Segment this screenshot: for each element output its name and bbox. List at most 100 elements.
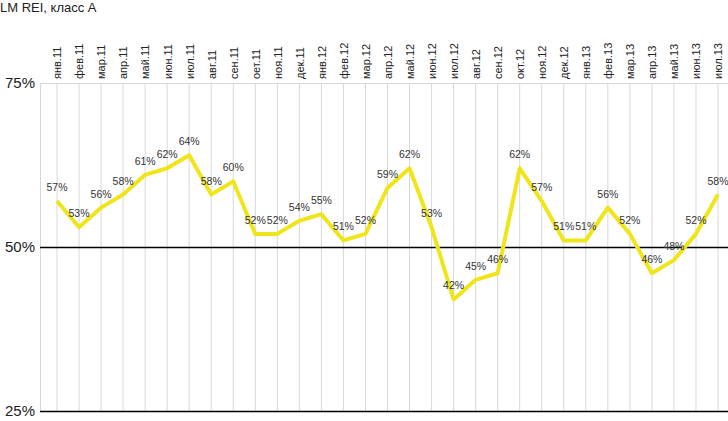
y-tick: 25% <box>5 402 728 419</box>
y-tick-label: 75% <box>5 74 35 91</box>
x-axis: янв.11 фев.11 мар.11 апр.11 май.11 июн.11 июл.… <box>51 43 724 80</box>
data-label: 57% <box>46 181 67 193</box>
x-tick: фев.12 <box>338 43 350 79</box>
grid-line <box>40 83 728 84</box>
grid-line <box>40 411 728 413</box>
x-tick-label: сен.11 <box>228 47 240 79</box>
data-label: 45% <box>465 260 486 272</box>
y-tick-label: 50% <box>5 238 35 255</box>
x-tick: мар.11 <box>95 45 107 79</box>
data-label: 64% <box>179 135 200 147</box>
data-label: 56% <box>597 188 618 200</box>
data-label: 58% <box>113 175 134 187</box>
data-label: 62% <box>399 148 420 160</box>
y-axis: 25% 50% 75% <box>5 74 728 419</box>
data-label: 51% <box>333 220 354 232</box>
x-tick-label: июн.11 <box>162 44 174 79</box>
x-tick-label: янв.12 <box>316 46 328 79</box>
x-tick-label: ноя.11 <box>272 46 284 79</box>
data-label: 57% <box>531 181 552 193</box>
x-tick: окт.12 <box>514 49 526 79</box>
data-label: 53% <box>69 207 90 219</box>
x-tick-label: апр.11 <box>117 46 129 79</box>
x-tick-label: фев.13 <box>602 43 614 79</box>
data-label: 52% <box>267 214 288 226</box>
x-tick-label: май.12 <box>404 44 416 79</box>
data-label: 58% <box>707 175 728 187</box>
x-tick: мар.13 <box>624 44 636 79</box>
x-tick-label: авг.11 <box>206 50 218 79</box>
x-tick: июл.11 <box>184 44 196 79</box>
x-tick: май.12 <box>404 44 416 79</box>
x-tick: июл.13 <box>712 43 724 79</box>
x-tick: ноя.11 <box>272 46 284 79</box>
data-label: 42% <box>443 279 464 291</box>
data-label: 52% <box>245 214 266 226</box>
data-label: 62% <box>509 148 530 160</box>
x-tick-label: июн.12 <box>426 43 438 79</box>
data-label: 46% <box>641 253 662 265</box>
x-tick-label: апр.13 <box>646 46 658 79</box>
x-tick: май.13 <box>668 44 680 79</box>
data-label: 52% <box>685 214 706 226</box>
x-tick-label: июн.13 <box>690 43 702 79</box>
x-tick-label: мар.12 <box>360 44 372 79</box>
title: LM REI, класс А <box>0 0 97 15</box>
data-label: 51% <box>575 220 596 232</box>
data-label: 59% <box>377 168 398 180</box>
data-label: 62% <box>157 148 178 160</box>
x-tick: янв.13 <box>580 46 592 79</box>
x-tick-label: оет.11 <box>250 49 262 79</box>
x-tick-label: июл.11 <box>184 44 196 79</box>
x-tick-label: апр.12 <box>382 46 394 79</box>
x-tick: апр.11 <box>117 46 129 79</box>
x-tick-label: мар.11 <box>95 45 107 79</box>
x-tick-label: май.11 <box>139 45 151 79</box>
x-tick-label: июл.12 <box>448 43 460 79</box>
data-label: 46% <box>487 253 508 265</box>
data-label: 54% <box>289 201 310 213</box>
data-labels: 57%53%56%58%61%62%64%58%60%52%52%54%55%5… <box>46 135 728 291</box>
x-tick-label: ноя.12 <box>536 46 548 79</box>
x-tick: оет.11 <box>250 49 262 79</box>
x-tick-label: янв.13 <box>580 46 592 79</box>
line <box>57 155 718 299</box>
x-tick: авг.11 <box>206 50 218 79</box>
x-tick: сен.12 <box>492 46 504 79</box>
x-tick: янв.12 <box>316 46 328 79</box>
data-label: 52% <box>619 214 640 226</box>
plot-area <box>57 155 718 299</box>
x-tick: авг.12 <box>470 49 482 79</box>
data-label: 60% <box>223 161 244 173</box>
y-tick-label: 25% <box>5 402 35 419</box>
data-label: 56% <box>91 188 112 200</box>
x-tick-label: фев.12 <box>338 43 350 79</box>
x-tick: май.11 <box>139 45 151 79</box>
x-tick: фев.13 <box>602 43 614 79</box>
x-tick-label: авг.12 <box>470 49 482 79</box>
y-tick: 50% <box>5 238 728 255</box>
data-label: 51% <box>553 220 574 232</box>
x-tick-label: дек.11 <box>294 47 306 79</box>
x-tick: июн.13 <box>690 43 702 79</box>
data-label: 48% <box>663 240 684 252</box>
grid-line <box>40 247 728 249</box>
data-label: 55% <box>311 194 332 206</box>
x-tick-label: окт.12 <box>514 49 526 79</box>
x-tick-label: мар.13 <box>624 44 636 79</box>
x-tick-label: июл.13 <box>712 43 724 79</box>
x-tick-label: янв.11 <box>51 47 63 79</box>
x-tick-label: сен.12 <box>492 46 504 79</box>
x-tick-label: фев.11 <box>73 44 85 80</box>
x-tick: фев.11 <box>73 44 85 80</box>
data-label: 58% <box>201 175 222 187</box>
x-tick: апр.12 <box>382 46 394 79</box>
x-tick: янв.11 <box>51 47 63 79</box>
data-label: 61% <box>135 155 156 167</box>
x-tick-label: май.13 <box>668 44 680 79</box>
x-tick: дек.12 <box>558 46 570 79</box>
x-tick: сен.11 <box>228 47 240 79</box>
x-tick: июн.12 <box>426 43 438 79</box>
x-tick-label: дек.12 <box>558 46 570 79</box>
x-tick: июл.12 <box>448 43 460 79</box>
